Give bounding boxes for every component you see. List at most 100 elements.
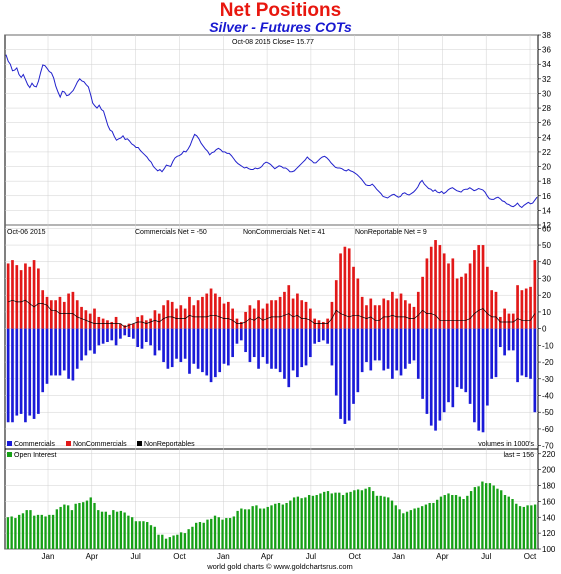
noncommercials-bar	[252, 308, 256, 329]
noncommercials-bar	[498, 316, 502, 329]
open-interest-bar	[36, 514, 40, 549]
commercials-bar	[339, 328, 342, 419]
y-tick-label-panel3: 160	[542, 497, 556, 506]
open-interest-bar	[292, 497, 296, 549]
noncommercials-bar	[473, 250, 476, 329]
noncommercials-bar	[144, 320, 148, 329]
open-interest-bar	[134, 521, 138, 549]
open-interest-bar	[341, 495, 345, 549]
legend-swatch-nonreportables	[137, 441, 142, 446]
noncommercials-bar	[201, 296, 204, 329]
open-interest-bar	[172, 535, 175, 549]
noncommercials-bar	[80, 306, 83, 329]
open-interest-bar	[104, 511, 107, 549]
noncommercials-bar	[477, 245, 481, 329]
commercials-bar	[447, 328, 450, 403]
commercials-bar	[360, 328, 364, 373]
commercials-bar	[330, 328, 334, 366]
legend-swatch-commercials	[7, 441, 12, 446]
noncommercials-bar	[270, 300, 273, 329]
commercials-bar	[533, 328, 537, 413]
commercials-bar	[425, 328, 429, 414]
commercials-bar	[408, 328, 411, 364]
noncommercials-bar	[54, 300, 57, 329]
noncommercials-bar	[391, 291, 394, 329]
open-interest-bar	[217, 517, 220, 549]
commercials-bar	[373, 328, 377, 361]
commercials-bar	[80, 328, 83, 361]
open-interest-bar	[44, 516, 47, 549]
noncommercials-bar	[421, 276, 424, 329]
noncommercials-bar	[503, 308, 506, 329]
open-interest-bar	[119, 510, 123, 549]
noncommercials-bar	[378, 305, 381, 329]
open-interest-bar	[439, 496, 443, 549]
commercials-bar	[28, 328, 32, 416]
commercials-bar	[41, 328, 45, 393]
open-interest-bar	[202, 522, 205, 549]
commercials-bar	[490, 328, 494, 379]
open-interest-bar	[221, 519, 224, 549]
commercials-bar	[403, 328, 407, 369]
commercials-bar	[153, 328, 157, 356]
commercials-bar	[274, 328, 278, 369]
noncommercials-bar	[507, 313, 511, 329]
commercials-bar	[93, 328, 96, 354]
noncommercials-bar	[257, 300, 260, 329]
open-interest-bar	[259, 508, 262, 549]
open-interest-bar	[530, 505, 533, 549]
commercials-bar	[300, 328, 304, 368]
noncommercials-bar	[67, 293, 70, 329]
commercials-bar	[179, 328, 183, 363]
noncommercials-bar	[188, 296, 191, 329]
legend-swatch-open-interest	[7, 452, 12, 457]
noncommercials-bar	[382, 298, 386, 329]
y-tick-label-panel1: 24	[542, 133, 551, 142]
noncommercials-bar	[300, 300, 304, 329]
x-tick-label: Oct	[173, 552, 186, 561]
y-tick-label-panel1: 18	[542, 177, 551, 186]
y-tick-label-panel1: 28	[542, 104, 551, 113]
open-interest-bar	[330, 493, 333, 549]
noncommercials-bar	[520, 290, 524, 329]
noncommercials-bar	[214, 293, 217, 329]
open-interest-bar	[191, 526, 194, 549]
noncommercials-bar	[395, 298, 399, 329]
legend-label-open-interest: Open Interest	[14, 452, 56, 459]
open-interest-bar	[394, 505, 397, 549]
open-interest-bar	[176, 534, 179, 549]
noncommercials-bar	[425, 258, 429, 329]
open-interest-bar	[458, 496, 461, 549]
noncommercials-bar	[481, 245, 485, 329]
x-tick-label: Apr	[436, 552, 449, 561]
open-interest-bar	[387, 497, 390, 549]
noncommercials-bar	[265, 303, 269, 329]
noncommercials-bar	[166, 300, 170, 329]
y-tick-label-panel2: 10	[542, 308, 551, 317]
open-interest-bar	[51, 514, 55, 549]
x-tick-label: Jan	[42, 552, 55, 561]
noncommercials-bar	[278, 296, 282, 329]
commercials-bar	[507, 328, 511, 351]
y-tick-label-panel1: 30	[542, 89, 551, 98]
noncommercials-bar	[209, 288, 213, 329]
y-tick-label-panel1: 38	[542, 31, 551, 40]
commercials-bar	[144, 328, 148, 343]
noncommercials-bar	[196, 300, 200, 329]
x-tick-label: Apr	[261, 552, 274, 561]
commercials-net-label: Commercials Net = -50	[135, 229, 207, 236]
commercials-bar	[24, 328, 27, 423]
y-tick-label-panel2: 60	[542, 224, 551, 233]
open-interest-bar	[522, 506, 525, 549]
open-interest-bar	[432, 502, 435, 549]
net-positions-panel	[6, 240, 537, 433]
commercials-bar	[252, 328, 256, 358]
net-panel-date: Oct-06 2015	[7, 229, 46, 236]
open-interest-bar	[130, 517, 134, 549]
open-interest-bar	[405, 511, 409, 549]
open-interest-bar	[240, 508, 243, 549]
commercials-bar	[11, 328, 14, 423]
noncommercials-bar	[494, 291, 498, 329]
commercials-bar	[244, 328, 247, 353]
noncommercials-bar	[15, 265, 19, 329]
